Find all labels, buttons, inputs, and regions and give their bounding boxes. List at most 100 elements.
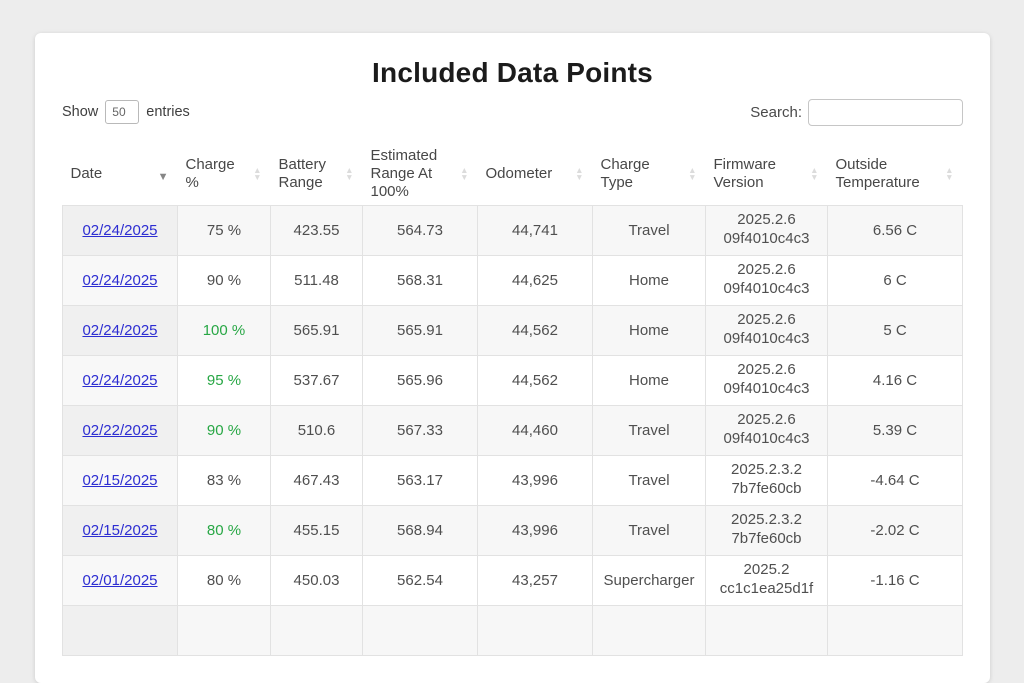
cell-charge-type: Home [592,354,706,406]
entries-count-input[interactable] [105,100,140,124]
table-row: 02/15/2025 83 % 467.43 563.17 43,996 Travel 20… [62,454,963,506]
cell-charge-type: Home [592,304,706,356]
cell-date: 02/24/2025 [62,204,178,256]
cell-battery-range: 455.15 [270,504,363,556]
table-row: 02/15/2025 80 % 455.15 568.94 43,996 Travel 20… [62,504,963,556]
cell-estimated-range: 564.73 [362,204,478,256]
table-row: 02/22/2025 90 % 510.6 567.33 44,460 Travel 202… [62,404,963,456]
column-label: Charge Type [600,155,650,191]
column-header-charge-type[interactable]: Charge Type ▲ ▼ [593,143,706,205]
column-label: Firmware Version [713,155,777,191]
cell-firmware: 2025.2.3.2 7b7fe60cb [705,504,828,556]
column-label: Outside Temperature [835,155,920,191]
cell-battery-range: 537.67 [270,354,363,406]
cell-estimated-range: 563.17 [362,454,478,506]
date-link[interactable]: 02/01/2025 [82,571,158,589]
sort-both-icon: ▲ ▼ [345,164,354,182]
cell-charge-type: Supercharger [592,554,706,606]
show-entries-control: Show entries [62,100,190,124]
table-body: 02/24/2025 75 % 423.55 564.73 44,741 Travel 20… [62,204,963,656]
cell-odometer [477,604,593,656]
date-link[interactable]: 02/24/2025 [82,371,158,389]
column-header-date[interactable]: Date ▲▼ [63,143,178,205]
date-link[interactable]: 02/24/2025 [82,221,158,239]
cell-temperature: -2.02 C [827,504,963,556]
column-header-odometer[interactable]: Odometer ▲ ▼ [478,143,593,205]
cell-odometer: 44,460 [477,404,593,456]
cell-temperature: 5.39 C [827,404,963,456]
search-input[interactable] [808,98,963,126]
cell-estimated-range: 565.91 [362,304,478,356]
cell-charge: 95 % [177,354,271,406]
cell-temperature: -1.16 C [827,554,963,606]
cell-charge-type: Travel [592,454,706,506]
column-header-charge[interactable]: Charge % ▲ ▼ [178,143,271,205]
cell-date: 02/15/2025 [62,454,178,506]
cell-charge-type [592,604,706,656]
cell-date: 02/24/2025 [62,354,178,406]
cell-estimated-range: 565.96 [362,354,478,406]
table-row: 02/24/2025 95 % 537.67 565.96 44,562 Home 2025… [62,354,963,406]
column-header-battery-range[interactable]: Battery Range ▲ ▼ [271,143,363,205]
table-row [62,604,963,656]
cell-date: 02/15/2025 [62,504,178,556]
cell-charge-type: Travel [592,204,706,256]
show-entries-prefix-label: Show [62,104,99,120]
column-label: Charge % [185,155,235,191]
column-header-outside-temperature[interactable]: Outside Temperature ▲ ▼ [828,143,963,205]
cell-odometer: 44,562 [477,304,593,356]
cell-date: 02/24/2025 [62,304,178,356]
sort-both-icon: ▲ ▼ [810,164,819,182]
table-header: Date▲▼Charge %▲▼Battery Range▲▼Estimated… [63,143,963,205]
cell-charge [177,604,271,656]
cell-firmware: 2025.2.6 09f4010c4c3 [705,404,828,456]
cell-charge: 80 % [177,554,271,606]
cell-estimated-range: 562.54 [362,554,478,606]
table-row: 02/01/2025 80 % 450.03 562.54 43,257 Supercha… [62,554,963,606]
date-link[interactable]: 02/22/2025 [82,421,158,439]
cell-firmware: 2025.2.6 09f4010c4c3 [705,254,828,306]
column-header-firmware-version[interactable]: Firmware Version ▲ ▼ [706,143,828,205]
column-label: Odometer [485,164,553,182]
sort-both-icon: ▲ ▼ [575,164,584,182]
cell-temperature: 4.16 C [827,354,963,406]
search-label: Search: [750,103,802,121]
cell-battery-range [270,604,363,656]
cell-charge-type: Travel [592,404,706,456]
cell-temperature: 6.56 C [827,204,963,256]
sort-both-icon: ▲ ▼ [945,164,954,182]
cell-firmware: 2025.2.6 09f4010c4c3 [705,304,828,356]
cell-charge: 90 % [177,254,271,306]
cell-firmware [705,604,828,656]
cell-battery-range: 423.55 [270,204,363,256]
cell-charge: 75 % [177,204,271,256]
date-link[interactable]: 02/24/2025 [82,321,158,339]
data-table: Date▲▼Charge %▲▼Battery Range▲▼Estimated… [62,143,963,656]
column-label: Estimated Range At 100% [370,146,438,200]
cell-odometer: 43,257 [477,554,593,606]
cell-temperature: 6 C [827,254,963,306]
page-title: Included Data Points [372,57,653,88]
date-link[interactable]: 02/24/2025 [82,271,158,289]
cell-odometer: 43,996 [477,504,593,556]
cell-charge: 80 % [177,504,271,556]
cell-odometer: 43,996 [477,454,593,506]
cell-odometer: 44,625 [477,254,593,306]
cell-battery-range: 467.43 [270,454,363,506]
date-link[interactable]: 02/15/2025 [82,521,158,539]
column-label: Battery Range [278,155,327,191]
table-row: 02/24/2025 75 % 423.55 564.73 44,741 Travel 20… [62,204,963,256]
cell-battery-range: 510.6 [270,404,363,456]
cell-firmware: 2025.2 cc1c1ea25d1f [705,554,828,606]
sort-both-icon: ▲ ▼ [460,164,469,182]
cell-firmware: 2025.2.3.2 7b7fe60cb [705,454,828,506]
cell-charge-type: Home [592,254,706,306]
cell-charge: 90 % [177,404,271,456]
show-entries-suffix-label: entries [146,104,190,120]
date-link[interactable]: 02/15/2025 [82,471,158,489]
column-header-estimated-range-at-100[interactable]: Estimated Range At 100% ▲ ▼ [363,143,478,205]
data-card: Included Data Points Show entries Search… [35,33,990,683]
cell-temperature: -4.64 C [827,454,963,506]
cell-odometer: 44,741 [477,204,593,256]
cell-battery-range: 565.91 [270,304,363,356]
